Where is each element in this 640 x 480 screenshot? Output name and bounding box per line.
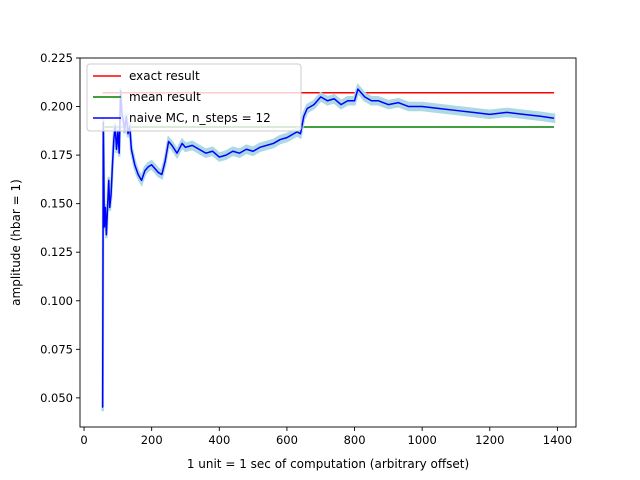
legend-box bbox=[86, 63, 302, 132]
y-tick-label: 0.100 bbox=[40, 294, 73, 308]
x-tick-label: 1000 bbox=[408, 433, 437, 447]
y-tick-label: 0.200 bbox=[40, 100, 73, 114]
y-tick-label: 0.175 bbox=[40, 148, 73, 162]
x-tick-label: 0 bbox=[80, 433, 87, 447]
x-tick-label: 1200 bbox=[475, 433, 504, 447]
x-axis-label: 1 unit = 1 sec of computation (arbitrary… bbox=[187, 457, 469, 471]
y-tick-label: 0.150 bbox=[40, 197, 73, 211]
x-tick-label: 200 bbox=[141, 433, 163, 447]
x-tick-label: 600 bbox=[276, 433, 298, 447]
y-tick-label: 0.050 bbox=[40, 391, 73, 405]
y-tick-label: 0.075 bbox=[40, 342, 73, 356]
legend-label: exact result bbox=[129, 69, 200, 83]
x-tick-label: 1400 bbox=[543, 433, 572, 447]
x-tick-label: 400 bbox=[208, 433, 230, 447]
legend: exact result mean result naive MC, n_steps… bbox=[86, 63, 302, 132]
x-tick-label: 800 bbox=[344, 433, 366, 447]
axes-frame bbox=[79, 57, 577, 428]
y-tick-label: 0.125 bbox=[40, 245, 73, 259]
legend-label: mean result bbox=[129, 90, 201, 104]
series-band-naive-mc-n-steps-12 bbox=[101, 83, 556, 412]
y-axis-label: amplitude (hbar = 1) bbox=[9, 179, 23, 306]
series-line-naive-mc-n-steps-12 bbox=[101, 88, 555, 408]
legend-label: naive MC, n_steps = 12 bbox=[129, 111, 271, 125]
y-tick-label: 0.225 bbox=[40, 51, 73, 65]
axes: 0 200 400 600 800 1000 1200 1400 0.050 0.075 0.100… bbox=[40, 51, 577, 447]
